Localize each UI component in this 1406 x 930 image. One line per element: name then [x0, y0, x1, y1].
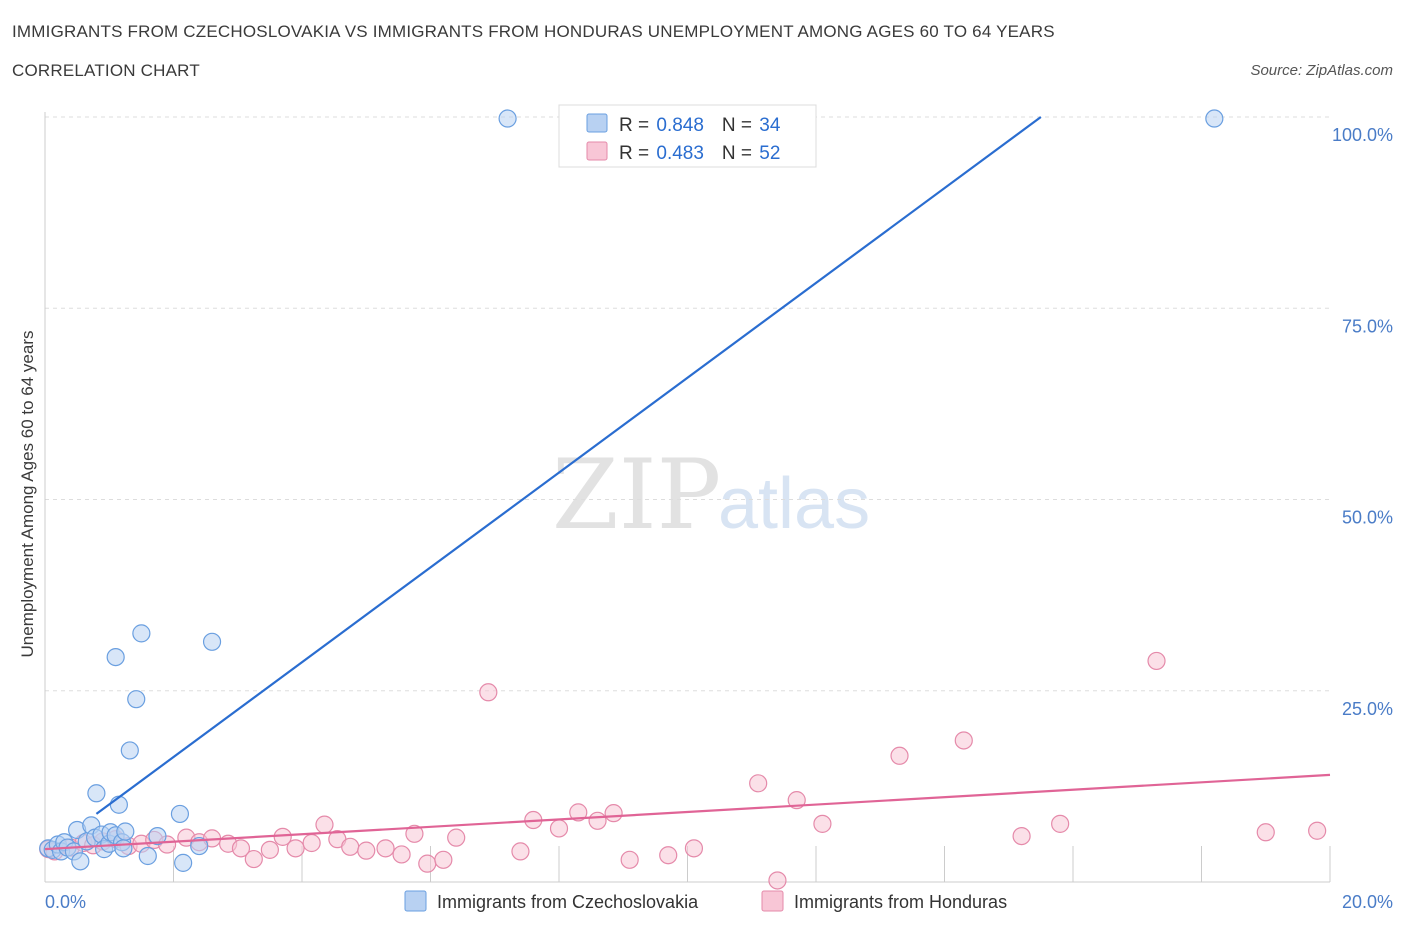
legend-n-label: N =: [722, 143, 757, 164]
data-point-honduras: [604, 804, 623, 823]
y-tick-label: 100.0%: [1332, 125, 1393, 145]
data-point-honduras: [1147, 651, 1166, 671]
data-point-honduras: [620, 850, 639, 869]
y-axis-tick-labels: 25.0% 50.0% 75.0% 100.0%: [1332, 125, 1393, 719]
series-legend-swatch-czechoslovakia: [404, 890, 427, 912]
legend-n-label: N =: [722, 115, 757, 136]
data-point-czechoslovakia: [120, 741, 139, 760]
data-point-honduras: [392, 845, 411, 864]
data-point-czechoslovakia: [190, 836, 209, 856]
chart-title: IMMIGRANTS FROM CZECHOSLOVAKIA VS IMMIGR…: [12, 22, 1055, 41]
data-point-honduras: [684, 839, 704, 858]
data-point-czechoslovakia: [1205, 109, 1224, 128]
data-point-honduras: [768, 871, 787, 890]
data-point-honduras: [405, 824, 424, 843]
gridlines: [45, 116, 1330, 692]
data-point-honduras: [1256, 823, 1275, 842]
x-tick-label: 0.0%: [45, 892, 86, 912]
data-point-czechoslovakia: [170, 804, 190, 824]
data-point-honduras: [244, 849, 263, 869]
legend-swatch-honduras: [586, 141, 608, 161]
data-point-honduras: [286, 839, 305, 858]
x-axis-tick-labels: 0.0% 20.0%: [45, 892, 1393, 912]
data-points: [39, 109, 1327, 890]
series-legend-swatch-honduras: [761, 890, 784, 912]
legend-r-label: R =: [619, 143, 654, 164]
data-point-honduras: [434, 850, 453, 869]
data-point-honduras: [315, 815, 334, 834]
data-point-honduras: [418, 854, 437, 873]
correlation-legend: R = 0.848 N = 34 R = 0.483 N = 52: [558, 104, 817, 168]
data-point-czechoslovakia: [202, 632, 222, 651]
data-point-czechoslovakia: [114, 839, 133, 858]
data-point-czechoslovakia: [116, 822, 135, 841]
y-tick-label: 50.0%: [1342, 508, 1393, 528]
data-point-honduras: [260, 840, 279, 859]
data-point-czechoslovakia: [127, 690, 146, 709]
data-point-honduras: [1051, 814, 1070, 833]
series-legend-label-honduras: Immigrants from Honduras: [794, 892, 1007, 912]
data-point-honduras: [447, 828, 466, 847]
data-point-honduras: [231, 839, 251, 858]
y-tick-label: 25.0%: [1342, 699, 1393, 719]
data-point-czechoslovakia: [87, 784, 106, 803]
trend-lines: [44, 116, 1331, 851]
data-point-honduras: [890, 746, 909, 765]
legend-n-value: 52: [759, 143, 780, 164]
y-tick-label: 75.0%: [1342, 316, 1393, 336]
legend-swatch-czechoslovakia: [586, 113, 608, 133]
data-point-honduras: [341, 837, 360, 856]
data-point-czechoslovakia: [138, 846, 157, 866]
data-point-honduras: [1308, 821, 1327, 840]
data-point-czechoslovakia: [498, 109, 517, 128]
watermark-zip: ZIP: [552, 439, 721, 551]
legend-r-value: 0.848: [656, 115, 704, 136]
legend-row-honduras: R = 0.483 N = 52: [619, 143, 780, 164]
trend-line-czechoslovakia: [95, 116, 1042, 815]
series-legend-label-czechoslovakia: Immigrants from Czechoslovakia: [437, 892, 699, 912]
trend-line-honduras: [44, 773, 1331, 851]
data-point-honduras: [954, 731, 973, 750]
data-point-honduras: [569, 803, 588, 822]
data-point-honduras: [357, 841, 376, 860]
data-point-czechoslovakia: [106, 647, 125, 667]
data-point-honduras: [376, 839, 395, 858]
data-point-honduras: [813, 814, 832, 833]
x-tick-label: 20.0%: [1342, 892, 1393, 912]
watermark-atlas: atlas: [718, 464, 870, 544]
legend-r-value: 0.483: [656, 143, 704, 164]
data-point-honduras: [302, 833, 321, 853]
data-point-czechoslovakia: [174, 853, 193, 872]
legend-row-czechoslovakia: R = 0.848 N = 34: [619, 115, 781, 136]
data-point-czechoslovakia: [109, 795, 128, 814]
data-point-honduras: [1012, 826, 1031, 846]
data-point-honduras: [479, 683, 498, 702]
data-point-honduras: [588, 811, 607, 830]
legend-r-label: R =: [619, 115, 654, 136]
watermark: ZIP atlas: [552, 439, 870, 551]
data-point-czechoslovakia: [132, 624, 151, 643]
data-point-honduras: [659, 846, 678, 865]
chart-subtitle: CORRELATION CHART: [12, 61, 200, 80]
data-point-czechoslovakia: [148, 826, 167, 846]
legend-n-value: 34: [759, 115, 781, 136]
data-point-czechoslovakia: [71, 852, 90, 871]
y-axis-label: Unemployment Among Ages 60 to 64 years: [18, 331, 37, 658]
data-point-honduras: [511, 842, 530, 861]
data-point-honduras: [549, 819, 569, 838]
data-point-honduras: [749, 774, 768, 793]
source-note: Source: ZipAtlas.com: [1250, 62, 1393, 79]
series-legend: Immigrants from Czechoslovakia Immigrant…: [404, 890, 1007, 912]
